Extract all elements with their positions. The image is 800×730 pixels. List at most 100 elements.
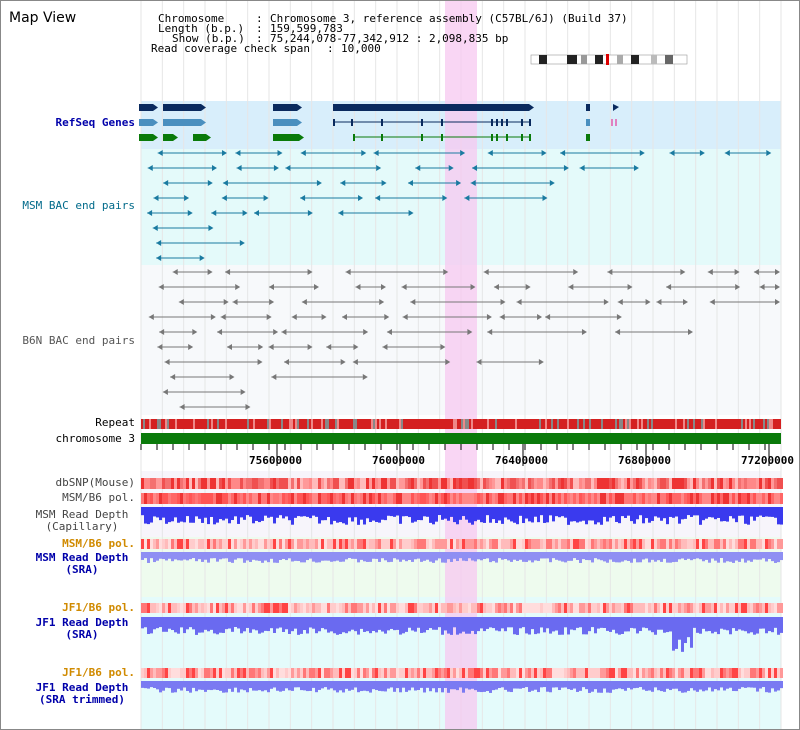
msm-capillary-depth-bar (693, 507, 696, 516)
repeat-segment (389, 419, 391, 429)
msm-capillary-depth-bar (555, 507, 558, 517)
track-label-jf1-depth-trimmed[interactable]: JF1 Read Depth (35, 681, 129, 694)
jf1-b6-pol-cell (372, 603, 375, 613)
track-label-jf1-depth-sra[interactable]: JF1 Read Depth (35, 616, 129, 629)
msm-sra-depth-bar (225, 552, 228, 559)
jf1-b6-pol2-cell (516, 668, 519, 678)
msm-sra-depth-bar (726, 552, 729, 562)
jf1-b6-pol2-cell (777, 668, 780, 678)
msm-sra-depth-bar (513, 552, 516, 560)
msm-bac-pair-end (381, 180, 387, 186)
dbsnp-cell (237, 478, 240, 489)
ideogram-band (595, 55, 603, 64)
jf1-b6-pol-cell (672, 603, 675, 613)
jf1-sra-depth-bar (756, 617, 759, 634)
jf1-sra-depth-bar (282, 617, 285, 632)
msm-sra-depth-bar (153, 552, 156, 563)
jf1-b6-pol-cell (246, 603, 249, 613)
jf1-sra-depth-bar (381, 617, 384, 632)
track-label-jf1-b6-pol-2[interactable]: JF1/B6 pol. (62, 666, 135, 679)
msm-capillary-depth-bar (702, 507, 705, 521)
msm-b6-pol-cell (171, 493, 174, 504)
repeat-segment (221, 419, 223, 429)
track-label-dbsnp[interactable]: dbSNP(Mouse) (55, 476, 135, 489)
msm-bac-pair-end (633, 165, 639, 171)
msm-b6-pol2-cell (459, 539, 462, 549)
dbsnp-cell (708, 478, 711, 489)
msm-capillary-depth-bar (696, 507, 699, 516)
msm-b6-pol2-cell (660, 539, 663, 549)
repeat-segment (157, 419, 159, 429)
jf1-b6-pol2-cell (741, 668, 744, 678)
jf1-trimmed-depth-bar (477, 681, 480, 692)
msm-sra-depth-bar (495, 552, 498, 563)
track-label-repeat[interactable]: Repeat (95, 416, 135, 429)
jf1-b6-pol2-cell (549, 668, 552, 678)
track-label-jf1-b6-pol[interactable]: JF1/B6 pol. (62, 601, 135, 614)
track-label-msm-depth-capillary[interactable]: MSM Read Depth (35, 508, 129, 521)
track-label-msm-b6-pol-2[interactable]: MSM/B6 pol. (62, 537, 135, 550)
show-range-value: 75,244,078-77,342,912 : 2,098,835 bp (270, 32, 509, 45)
jf1-b6-pol-cell (444, 603, 447, 613)
jf1-sra-depth-bar (648, 617, 651, 631)
repeat-segment (533, 419, 535, 429)
msm-sra-depth-bar (570, 552, 573, 561)
jf1-sra-depth-bar (618, 617, 621, 635)
jf1-b6-pol-cell (705, 603, 708, 613)
msm-b6-pol2-cell (474, 539, 477, 549)
b6n-bac-pair-end (470, 284, 476, 290)
msm-sra-depth-bar (585, 552, 588, 561)
track-label-b6n-bac[interactable]: B6N BAC end pairs (22, 334, 135, 347)
msm-sra-depth-bar (273, 552, 276, 563)
msm-capillary-depth-bar (690, 507, 693, 517)
jf1-trimmed-depth-bar (363, 681, 366, 691)
jf1-b6-pol-cell (621, 603, 624, 613)
jf1-trimmed-depth-bar (582, 681, 585, 688)
track-label-msm-bac[interactable]: MSM BAC end pairs (22, 199, 135, 212)
msm-sra-depth-bar (546, 552, 549, 559)
msm-b6-pol-cell (141, 493, 144, 504)
b6n-bac-pair-end (656, 299, 662, 305)
msm-b6-pol-cell (750, 493, 753, 504)
jf1-sra-depth-bar (468, 617, 471, 634)
jf1-trimmed-depth-bar (549, 681, 552, 693)
msm-bac-pair-end (208, 225, 214, 231)
repeat-segment (237, 419, 239, 429)
msm-b6-pol2-cell (420, 539, 423, 549)
dbsnp-cell (141, 478, 144, 489)
b6n-bac-pair-end (307, 269, 313, 275)
jf1-trimmed-depth-bar (258, 681, 261, 691)
msm-b6-pol2-cell (552, 539, 555, 549)
jf1-trimmed-depth-bar (741, 681, 744, 688)
repeat-segment (299, 419, 301, 429)
msm-capillary-depth-bar (723, 507, 726, 522)
jf1-sra-depth-bar (225, 617, 228, 630)
repeat-segment (571, 419, 573, 429)
track-label-msm-b6-pol[interactable]: MSM/B6 pol. (62, 491, 135, 504)
msm-b6-pol2-cell (693, 539, 696, 549)
jf1-b6-pol2-cell (282, 668, 285, 678)
b6n-bac-pair-end (707, 269, 713, 275)
jf1-b6-pol-cell (465, 603, 468, 613)
repeat-segment (613, 419, 615, 429)
msm-b6-pol2-cell (540, 539, 543, 549)
track-label-refseq-genes[interactable]: RefSeq Genes (55, 116, 135, 129)
dbsnp-cell (732, 478, 735, 489)
jf1-b6-pol-cell (255, 603, 258, 613)
msm-b6-pol-cell (711, 493, 714, 504)
b6n-bac-pair-end (616, 314, 622, 320)
axis-tick-label: 76800000 (618, 454, 671, 467)
msm-b6-pol2-cell (444, 539, 447, 549)
jf1-b6-pol-cell (609, 603, 612, 613)
track-label-msm-depth-sra[interactable]: MSM Read Depth (35, 551, 129, 564)
msm-sra-depth-bar (540, 552, 543, 559)
jf1-b6-pol-cell (534, 603, 537, 613)
jf1-b6-pol2-cell (408, 668, 411, 678)
b6n-bac-pair-end (266, 314, 272, 320)
repeat-segment (527, 419, 529, 429)
b6n-bac-pair-end (545, 314, 551, 320)
repeat-segment (601, 419, 603, 429)
jf1-b6-pol-cell (327, 603, 330, 613)
jf1-trimmed-depth-bar (750, 681, 753, 688)
